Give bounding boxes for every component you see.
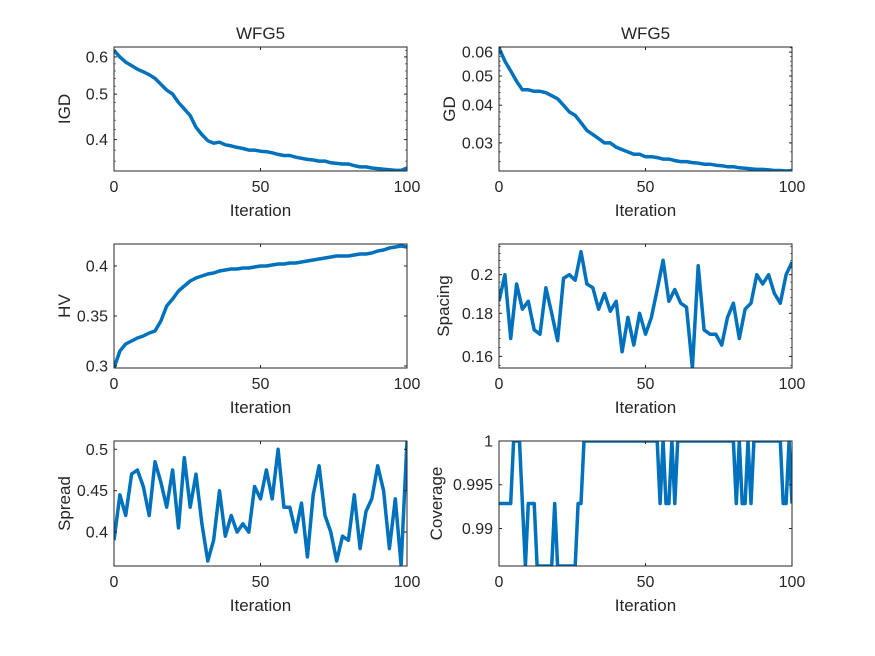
y-axis-label: GD	[440, 96, 459, 122]
subplot-gd: 0 50 100 0.03 0.04 0.05 0.06 Iteration GD WFG5	[440, 24, 805, 220]
y-tick-label: 0.16	[462, 349, 493, 366]
subplot-hv: 0 50 100 0.3 0.35 0.4 Iteration HV	[55, 243, 421, 417]
x-axis-label: Iteration	[230, 201, 291, 220]
x-tick-label: 50	[252, 376, 270, 393]
x-tick-label: 100	[779, 179, 806, 196]
y-tick-label: 1	[484, 434, 493, 451]
x-tick-label: 0	[495, 179, 504, 196]
x-tick-label: 50	[637, 574, 655, 591]
x-axis-label: Iteration	[615, 398, 676, 417]
y-tick-label: 0.5	[86, 442, 108, 459]
y-tick-label: 0.4	[86, 259, 108, 276]
series-line	[499, 47, 792, 171]
subplot-coverage: 0 50 100 0.99 0.995 1 Iteration Coverage	[427, 434, 805, 616]
y-tick-label: 0.04	[462, 98, 493, 115]
y-axis-label: Spread	[55, 476, 74, 531]
y-tick-label: 0.995	[453, 477, 493, 494]
series-line	[499, 249, 792, 368]
x-axis-label: Iteration	[615, 596, 676, 615]
series-line	[114, 244, 407, 368]
y-tick-label: 0.18	[462, 306, 493, 323]
subplot-title: WFG5	[621, 24, 670, 43]
x-tick-label: 0	[495, 376, 504, 393]
y-tick-label: 0.35	[77, 309, 108, 326]
x-axis-label: Iteration	[230, 398, 291, 417]
subplot-title: WFG5	[236, 24, 285, 43]
x-tick-label: 100	[779, 574, 806, 591]
y-tick-label: 0.45	[77, 483, 108, 500]
subplot-igd: 0 50 100 0.4 0.5 0.6 Iteration IGD WFG5	[55, 24, 420, 220]
x-axis-label: Iteration	[615, 201, 676, 220]
x-tick-label: 0	[110, 376, 119, 393]
subplot-spread: 0 50 100 0.4 0.45 0.5 Iteration Spread	[55, 440, 421, 615]
x-tick-label: 50	[252, 179, 270, 196]
x-tick-label: 100	[394, 179, 421, 196]
x-tick-label: 0	[110, 574, 119, 591]
y-tick-label: 0.06	[462, 45, 493, 62]
x-tick-label: 100	[394, 574, 421, 591]
y-tick-label: 0.99	[462, 521, 493, 538]
x-tick-label: 0	[495, 574, 504, 591]
y-tick-label: 0.2	[471, 267, 493, 284]
x-tick-label: 100	[779, 376, 806, 393]
y-tick-label: 0.3	[86, 359, 108, 376]
x-tick-label: 50	[252, 574, 270, 591]
y-tick-label: 0.6	[86, 49, 108, 66]
subplot-spacing: 0 50 100 0.16 0.18 0.2 Iteration Spacing	[434, 243, 806, 417]
y-tick-label: 0.03	[462, 135, 493, 152]
y-tick-label: 0.4	[86, 525, 108, 542]
y-axis-label: Coverage	[427, 467, 446, 541]
y-axis-label: Spacing	[434, 275, 453, 336]
x-tick-label: 100	[394, 376, 421, 393]
series-line	[114, 49, 407, 171]
series-line	[499, 441, 792, 566]
y-axis-label: IGD	[55, 94, 74, 124]
y-tick-label: 0.4	[86, 132, 108, 149]
x-tick-label: 50	[637, 179, 655, 196]
y-tick-label: 0.5	[86, 87, 108, 104]
series-line	[114, 441, 407, 566]
y-tick-label: 0.05	[462, 69, 493, 86]
y-axis-label: HV	[55, 294, 74, 318]
x-tick-label: 0	[110, 179, 119, 196]
x-tick-label: 50	[637, 376, 655, 393]
x-axis-label: Iteration	[230, 596, 291, 615]
